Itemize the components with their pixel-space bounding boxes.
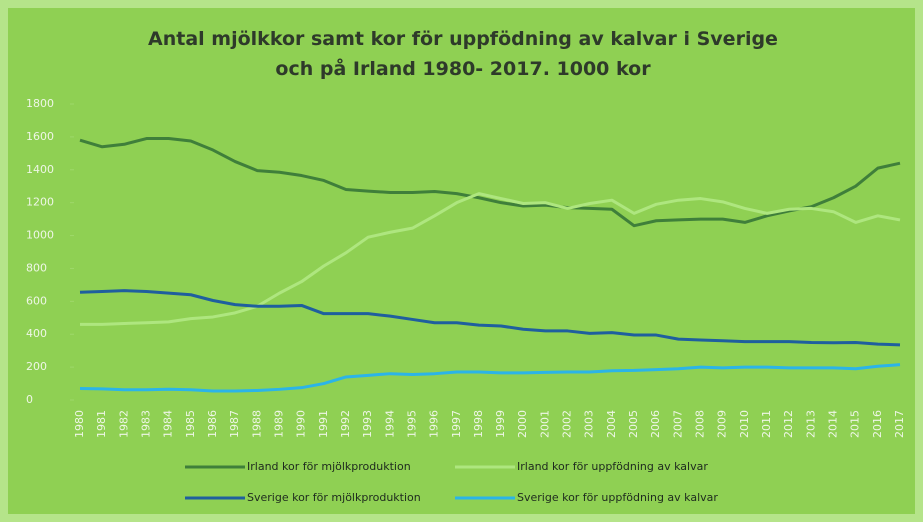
x-tick-label: 2001: [538, 410, 551, 438]
x-tick-label: 2011: [760, 410, 773, 438]
x-tick-label: 1988: [250, 410, 263, 438]
series-line: [79, 137, 901, 228]
series-line: [79, 289, 901, 347]
y-tick-label: 0: [26, 393, 33, 406]
y-tick-label: 1200: [26, 196, 54, 209]
x-tick-label: 2017: [893, 410, 906, 438]
x-tick-label: 2010: [738, 410, 751, 438]
x-tick-label: 1981: [95, 410, 108, 438]
x-tick-label: 1999: [494, 410, 507, 438]
chart: 0 200 400 600 800 1000 1200 1400 1600 1800 1980 198…: [26, 97, 906, 504]
x-tick-label: 1990: [295, 410, 308, 438]
x-tick-label: 2008: [694, 410, 707, 438]
legend-label: Sverige kor för mjölkproduktion: [247, 491, 421, 504]
y-tick-label: 1600: [26, 130, 54, 143]
x-tick-label: 2004: [605, 410, 618, 438]
y-tick-label: 1800: [26, 97, 54, 110]
x-tick-label: 2005: [627, 410, 640, 438]
x-tick-label: 1982: [117, 410, 130, 438]
y-tick-label: 200: [26, 360, 47, 373]
x-tick-label: 1993: [361, 410, 374, 438]
x-tick-label: 1995: [405, 410, 418, 438]
x-tick-label: 1992: [339, 410, 352, 438]
legend-label: Irland kor för mjölkproduktion: [247, 460, 411, 473]
y-tick-label: 600: [26, 294, 47, 307]
x-tick-label: 2013: [804, 410, 817, 438]
x-tick-label: 2015: [849, 410, 862, 438]
x-tick-label: 2014: [827, 410, 840, 438]
y-tick-label: 1000: [26, 229, 54, 242]
x-tick-label: 2006: [649, 410, 662, 438]
x-tick-label: 2016: [871, 410, 884, 438]
x-tick-label: 1985: [184, 410, 197, 438]
x-tick-label: 1987: [228, 410, 241, 438]
x-tick-label: 2003: [583, 410, 596, 438]
x-tick-label: 1984: [162, 410, 175, 438]
legend-label: Sverige kor för uppfödning av kalvar: [517, 491, 718, 504]
x-tick-label: 1989: [272, 410, 285, 438]
x-tick-label: 1996: [428, 410, 441, 438]
x-tick-label: 2009: [716, 410, 729, 438]
legend-label: Irland kor för uppfödning av kalvar: [517, 460, 708, 473]
x-tick-label: 1983: [139, 410, 152, 438]
x-tick-label: 1998: [472, 410, 485, 438]
y-tick-label: 1400: [26, 163, 54, 176]
x-tick-label: 2007: [671, 410, 684, 438]
x-tick-label: 2002: [561, 410, 574, 438]
x-tick-label: 1991: [317, 410, 330, 438]
y-tick-label: 400: [26, 327, 47, 340]
x-tick-label: 1997: [450, 410, 463, 438]
x-tick-label: 1986: [206, 410, 219, 438]
x-tick-label: 1994: [383, 410, 396, 438]
x-tick-label: 1980: [73, 410, 86, 438]
series-line: [79, 363, 901, 393]
x-tick-label: 2000: [516, 410, 529, 438]
series-line: [80, 192, 901, 326]
y-tick-label: 800: [26, 261, 47, 274]
chart-title: Antal mjölkkor samt kor för uppfödning a…: [148, 28, 778, 80]
x-tick-label: 2012: [782, 410, 795, 438]
